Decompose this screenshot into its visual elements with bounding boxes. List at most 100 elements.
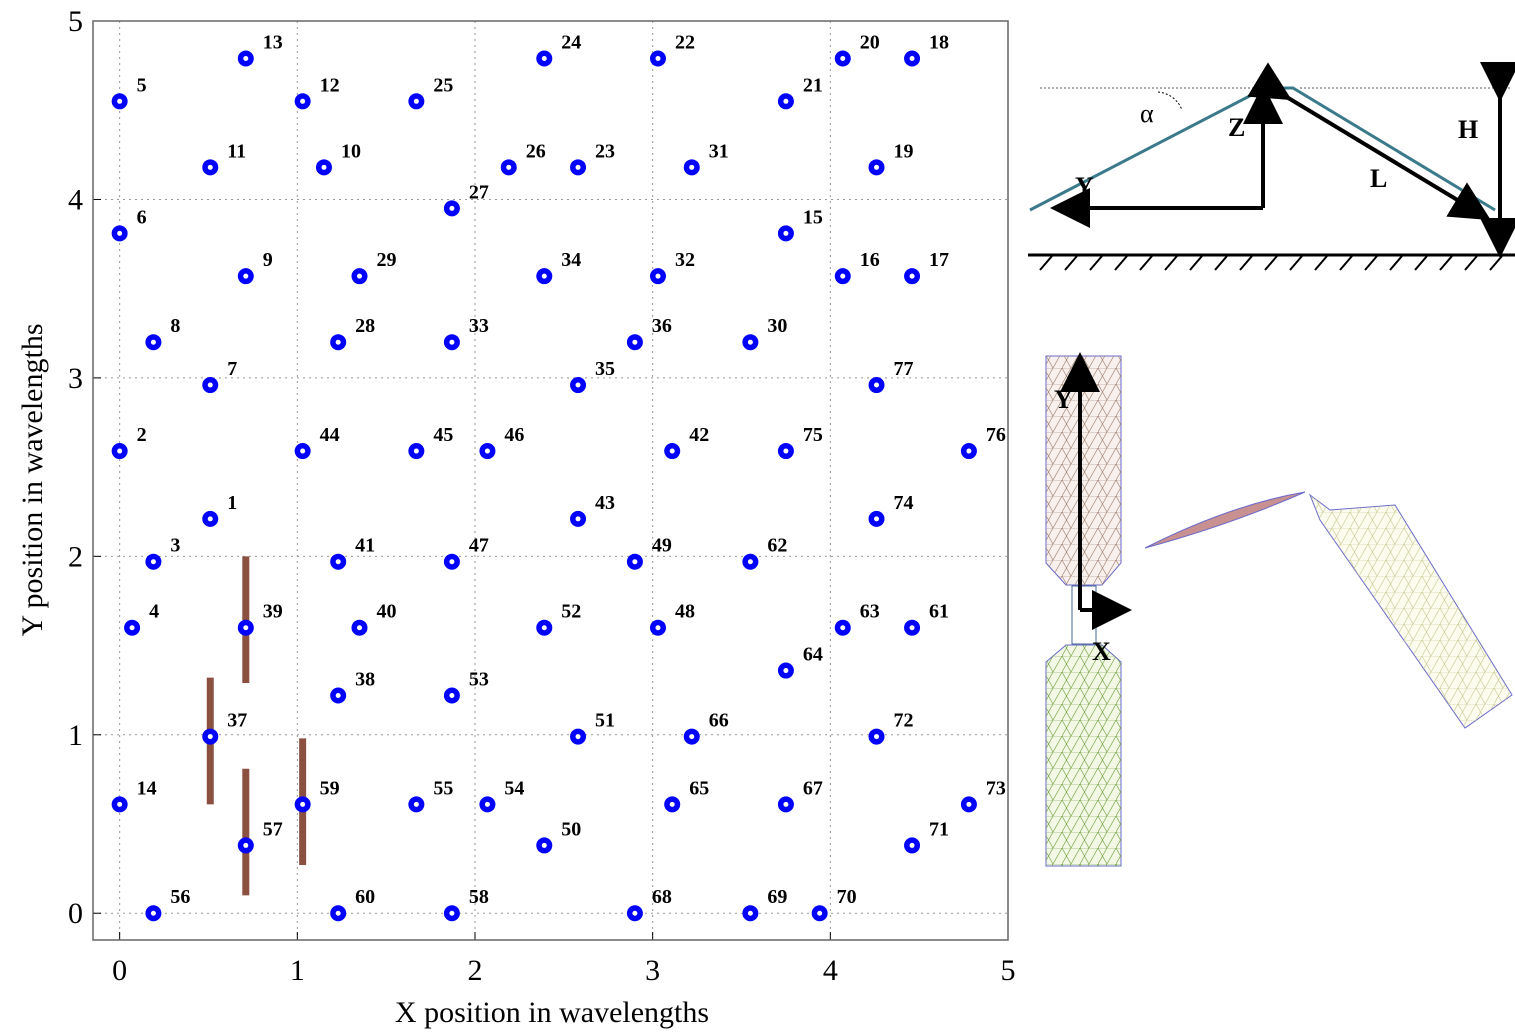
- point-label: 66: [709, 710, 729, 732]
- point-label: 16: [860, 249, 880, 271]
- point-center: [357, 625, 362, 630]
- h-label: H: [1458, 115, 1478, 144]
- point-label: 13: [263, 31, 283, 53]
- x-tick-label: 1: [290, 954, 305, 987]
- point-center: [414, 802, 419, 807]
- point-center: [208, 383, 213, 388]
- point-center: [449, 206, 454, 211]
- point-label: 67: [803, 777, 823, 799]
- point-center: [748, 340, 753, 345]
- point-label: 5: [137, 74, 147, 96]
- point-label: 47: [469, 535, 489, 557]
- point-center: [151, 559, 156, 564]
- point-center: [655, 56, 660, 61]
- point-label: 74: [894, 492, 914, 514]
- point-label: 44: [320, 424, 340, 446]
- point-center: [243, 274, 248, 279]
- point-center: [632, 911, 637, 916]
- point-center: [576, 383, 581, 388]
- point-label: 59: [320, 777, 340, 799]
- point-label: 71: [929, 818, 949, 840]
- point-center: [506, 165, 511, 170]
- point-center: [632, 559, 637, 564]
- point-label: 32: [675, 249, 695, 271]
- point-center: [748, 911, 753, 916]
- point-label: 38: [355, 669, 375, 691]
- point-center: [670, 449, 675, 454]
- point-center: [243, 56, 248, 61]
- figure: 0123450123455131225242220182111102623311…: [0, 0, 1515, 1035]
- point-label: 6: [137, 206, 147, 228]
- y-tick-label: 3: [68, 362, 83, 395]
- l-label: L: [1370, 164, 1387, 193]
- point-label: 46: [504, 424, 524, 446]
- point-center: [966, 802, 971, 807]
- point-label: 51: [595, 710, 615, 732]
- z-label: Z: [1228, 113, 1245, 142]
- point-center: [336, 911, 341, 916]
- point-center: [576, 516, 581, 521]
- point-center: [542, 843, 547, 848]
- point-label: 30: [767, 315, 787, 337]
- y-tick-label: 0: [68, 897, 83, 930]
- point-center: [783, 668, 788, 673]
- y-tick-label: 2: [68, 540, 83, 573]
- point-center: [117, 231, 122, 236]
- point-label: 50: [561, 818, 581, 840]
- point-center: [300, 802, 305, 807]
- point-center: [910, 625, 915, 630]
- mesh-y-label: Y: [1054, 385, 1073, 414]
- point-label: 63: [860, 601, 880, 623]
- alpha-label: α: [1140, 99, 1154, 128]
- y-tick-label: 4: [68, 183, 83, 216]
- point-label: 58: [469, 886, 489, 908]
- point-label: 40: [377, 601, 397, 623]
- point-label: 48: [675, 601, 695, 623]
- point-label: 42: [689, 424, 709, 446]
- point-center: [208, 516, 213, 521]
- point-label: 75: [803, 424, 823, 446]
- point-label: 45: [433, 424, 453, 446]
- point-center: [151, 340, 156, 345]
- point-center: [117, 449, 122, 454]
- point-label: 10: [341, 140, 361, 162]
- point-center: [208, 734, 213, 739]
- point-center: [840, 56, 845, 61]
- x-tick-label: 4: [823, 954, 838, 987]
- point-label: 7: [227, 358, 237, 380]
- point-center: [670, 802, 675, 807]
- point-label: 21: [803, 74, 823, 96]
- point-label: 24: [561, 31, 581, 53]
- point-label: 52: [561, 601, 581, 623]
- point-label: 12: [320, 74, 340, 96]
- point-label: 55: [433, 777, 453, 799]
- point-center: [910, 843, 915, 848]
- point-center: [783, 802, 788, 807]
- y-label: Y: [1075, 172, 1094, 201]
- point-label: 53: [469, 669, 489, 691]
- point-center: [840, 274, 845, 279]
- point-center: [910, 274, 915, 279]
- point-label: 27: [469, 181, 489, 203]
- point-center: [151, 911, 156, 916]
- point-center: [357, 274, 362, 279]
- point-label: 43: [595, 492, 615, 514]
- point-center: [840, 625, 845, 630]
- x-tick-label: 3: [645, 954, 660, 987]
- point-label: 54: [504, 777, 524, 799]
- point-center: [576, 734, 581, 739]
- point-center: [542, 625, 547, 630]
- point-label: 9: [263, 249, 273, 271]
- point-center: [336, 340, 341, 345]
- point-center: [966, 449, 971, 454]
- point-center: [485, 449, 490, 454]
- point-label: 15: [803, 206, 823, 228]
- point-label: 26: [526, 140, 546, 162]
- point-center: [449, 559, 454, 564]
- point-label: 64: [803, 644, 823, 666]
- point-center: [449, 911, 454, 916]
- point-label: 68: [652, 886, 672, 908]
- point-label: 39: [263, 601, 283, 623]
- point-label: 11: [227, 140, 246, 162]
